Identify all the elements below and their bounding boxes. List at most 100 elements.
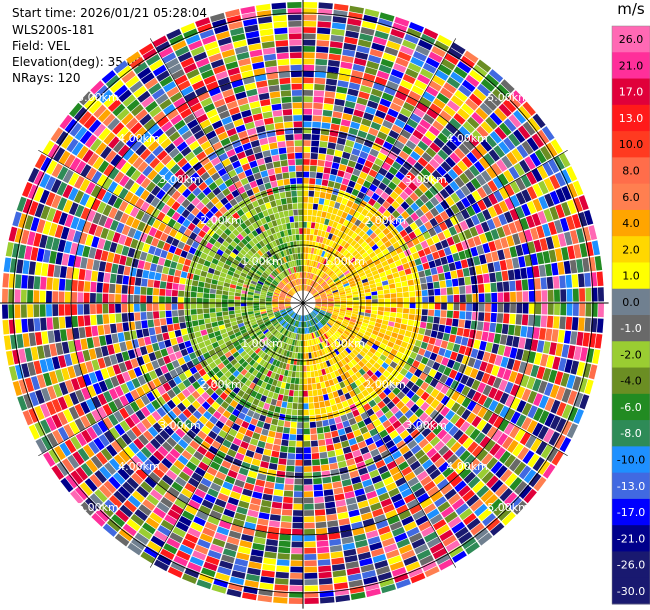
velocity-cell	[359, 124, 370, 133]
velocity-cell	[162, 266, 170, 275]
velocity-cell	[353, 326, 360, 331]
velocity-cell	[401, 515, 414, 526]
velocity-cell	[284, 389, 290, 396]
velocity-cell	[142, 499, 156, 511]
velocity-cell	[209, 461, 221, 471]
velocity-cell	[585, 303, 592, 317]
velocity-cell	[368, 358, 376, 366]
velocity-cell	[39, 234, 48, 249]
velocity-cell	[388, 278, 395, 285]
velocity-cell	[196, 510, 209, 521]
velocity-cell	[276, 325, 282, 331]
velocity-cell	[336, 505, 348, 514]
velocity-cell	[18, 213, 28, 229]
velocity-cell	[146, 344, 154, 354]
velocity-cell	[120, 383, 130, 394]
velocity-cell	[365, 303, 372, 307]
velocity-cell	[123, 500, 137, 513]
velocity-cell	[283, 329, 288, 336]
velocity-cell	[128, 312, 135, 322]
velocity-cell	[322, 361, 328, 369]
velocity-cell	[124, 178, 135, 191]
velocity-cell	[347, 345, 354, 352]
velocity-cell	[277, 347, 283, 355]
velocity-cell	[306, 359, 310, 366]
velocity-cell	[314, 191, 320, 198]
velocity-cell	[274, 386, 281, 394]
velocity-cell	[325, 239, 331, 246]
velocity-cell	[317, 242, 322, 250]
velocity-cell	[244, 219, 252, 227]
velocity-cell	[290, 319, 295, 325]
velocity-cell	[134, 286, 141, 295]
velocity-cell	[224, 202, 233, 211]
velocity-cell	[53, 383, 63, 398]
velocity-cell	[375, 263, 383, 270]
velocity-cell	[408, 285, 415, 292]
velocity-cell	[416, 102, 429, 113]
velocity-cell	[415, 387, 425, 397]
velocity-cell	[28, 167, 40, 183]
velocity-cell	[347, 237, 354, 245]
velocity-cell	[359, 33, 373, 42]
velocity-cell	[273, 279, 279, 285]
velocity-cell	[456, 327, 464, 336]
velocity-cell	[442, 466, 454, 478]
velocity-cell	[307, 314, 311, 320]
velocity-cell	[527, 117, 541, 132]
velocity-cell	[287, 396, 294, 403]
velocity-cell	[173, 276, 180, 284]
velocity-cell	[220, 197, 229, 206]
velocity-cell	[68, 202, 79, 216]
velocity-cell	[435, 354, 444, 364]
velocity-cell	[249, 316, 256, 321]
velocity-cell	[366, 422, 375, 431]
velocity-cell	[55, 252, 63, 265]
velocity-cell	[92, 382, 103, 395]
velocity-cell	[319, 375, 324, 383]
velocity-cell	[142, 243, 151, 253]
velocity-cell	[51, 465, 65, 480]
velocity-cell	[103, 164, 115, 177]
velocity-cell	[232, 259, 240, 266]
velocity-cell	[181, 450, 193, 461]
velocity-cell	[413, 465, 425, 476]
velocity-cell	[334, 332, 340, 338]
velocity-cell	[321, 265, 327, 272]
velocity-cell	[572, 180, 584, 196]
velocity-cell	[330, 227, 336, 234]
velocity-cell	[326, 246, 331, 253]
velocity-cell	[318, 2, 333, 10]
velocity-cell	[444, 325, 452, 334]
velocity-cell	[277, 464, 286, 472]
velocity-cell	[294, 313, 298, 320]
velocity-cell	[130, 413, 141, 425]
velocity-cell	[242, 488, 253, 497]
velocity-cell	[158, 341, 166, 350]
velocity-cell	[84, 95, 98, 110]
velocity-cell	[359, 296, 366, 300]
velocity-cell	[166, 186, 177, 197]
velocity-cell	[536, 366, 546, 380]
velocity-cell	[311, 289, 316, 295]
velocity-cell	[247, 509, 259, 518]
velocity-cell	[413, 107, 425, 118]
velocity-cell	[296, 365, 300, 372]
velocity-cell	[445, 318, 453, 326]
velocity-cell	[22, 198, 33, 214]
velocity-cell	[357, 440, 367, 449]
velocity-cell	[346, 309, 353, 314]
velocity-cell	[114, 84, 128, 98]
velocity-cell	[303, 384, 308, 391]
velocity-cell	[511, 148, 524, 162]
velocity-cell	[154, 229, 163, 240]
velocity-cell	[358, 360, 365, 368]
velocity-cell	[325, 339, 331, 346]
velocity-cell	[348, 509, 360, 518]
velocity-cell	[203, 161, 214, 171]
velocity-cell	[346, 303, 353, 306]
velocity-cell	[490, 312, 497, 323]
velocity-cell	[276, 275, 282, 281]
velocity-cell	[258, 588, 273, 597]
velocity-cell	[295, 371, 300, 378]
